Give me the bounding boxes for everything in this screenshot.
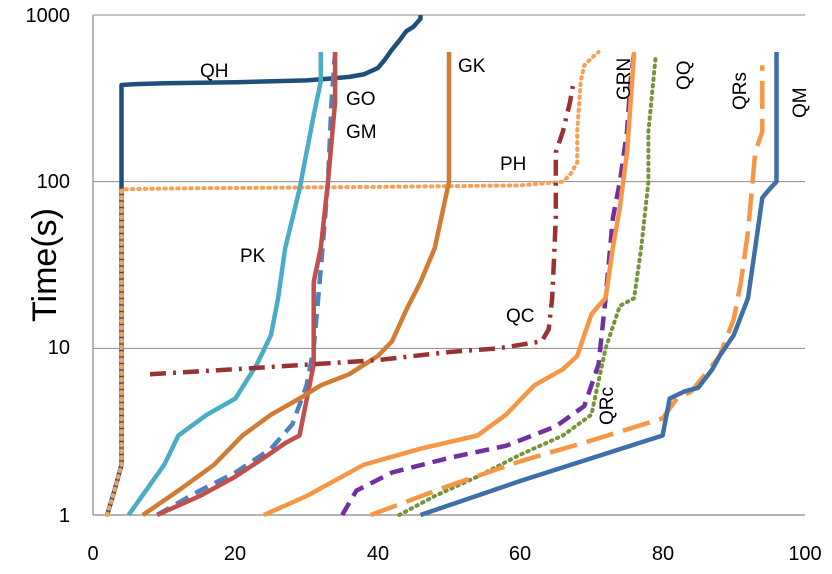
y-tick-label: 1000: [26, 5, 71, 27]
series-label-go: GO: [346, 89, 376, 110]
series-line-qrs: [369, 65, 765, 518]
x-tick-label: 0: [87, 543, 98, 565]
series-label-qq: QQ: [674, 60, 695, 90]
series-line-qm: [419, 52, 779, 518]
series-line-qrc: [262, 51, 637, 518]
series-label-gk: GK: [458, 56, 486, 77]
series-line-grn: [340, 51, 637, 517]
x-tick-label: 100: [788, 543, 821, 565]
tick-labels: 1000 100 10 1 0 20 40 60 80 100: [26, 5, 822, 565]
series-label-gm: GM: [346, 122, 377, 143]
x-tick-label: 80: [652, 543, 674, 565]
series-lines: [105, 15, 779, 518]
x-tick-label: 60: [509, 543, 531, 565]
series-label-qrc: QRc: [597, 387, 618, 425]
series-labels: QH PH PK GM GO GK QC GRN QQ QRc QRs QM: [200, 56, 811, 425]
series-label-qrs: QRs: [730, 72, 751, 110]
x-tick-label: 40: [367, 543, 389, 565]
series-label-qh: QH: [200, 61, 229, 82]
series-line-qh: [105, 15, 423, 516]
series-line-ph: [105, 50, 601, 517]
x-tick-label: 20: [224, 543, 246, 565]
axes: [92, 15, 805, 516]
series-label-grn: GRN: [614, 58, 635, 100]
series-label-qm: QM: [790, 87, 811, 118]
y-tick-label: 1: [59, 505, 70, 527]
series-label-qc: QC: [506, 306, 535, 327]
y-axis-title: Time(s): [26, 208, 64, 322]
series-line-qc: [149, 80, 576, 377]
series-label-ph: PH: [500, 154, 526, 175]
y-tick-label: 10: [48, 337, 70, 359]
series-label-pk: PK: [240, 246, 266, 267]
series-line-pk: [126, 52, 324, 517]
y-tick-label: 100: [37, 171, 70, 193]
series-line-gm: [155, 51, 338, 517]
series-line-qq: [397, 56, 658, 517]
series-line-go: [156, 52, 338, 518]
series-line-gk: [141, 52, 452, 517]
